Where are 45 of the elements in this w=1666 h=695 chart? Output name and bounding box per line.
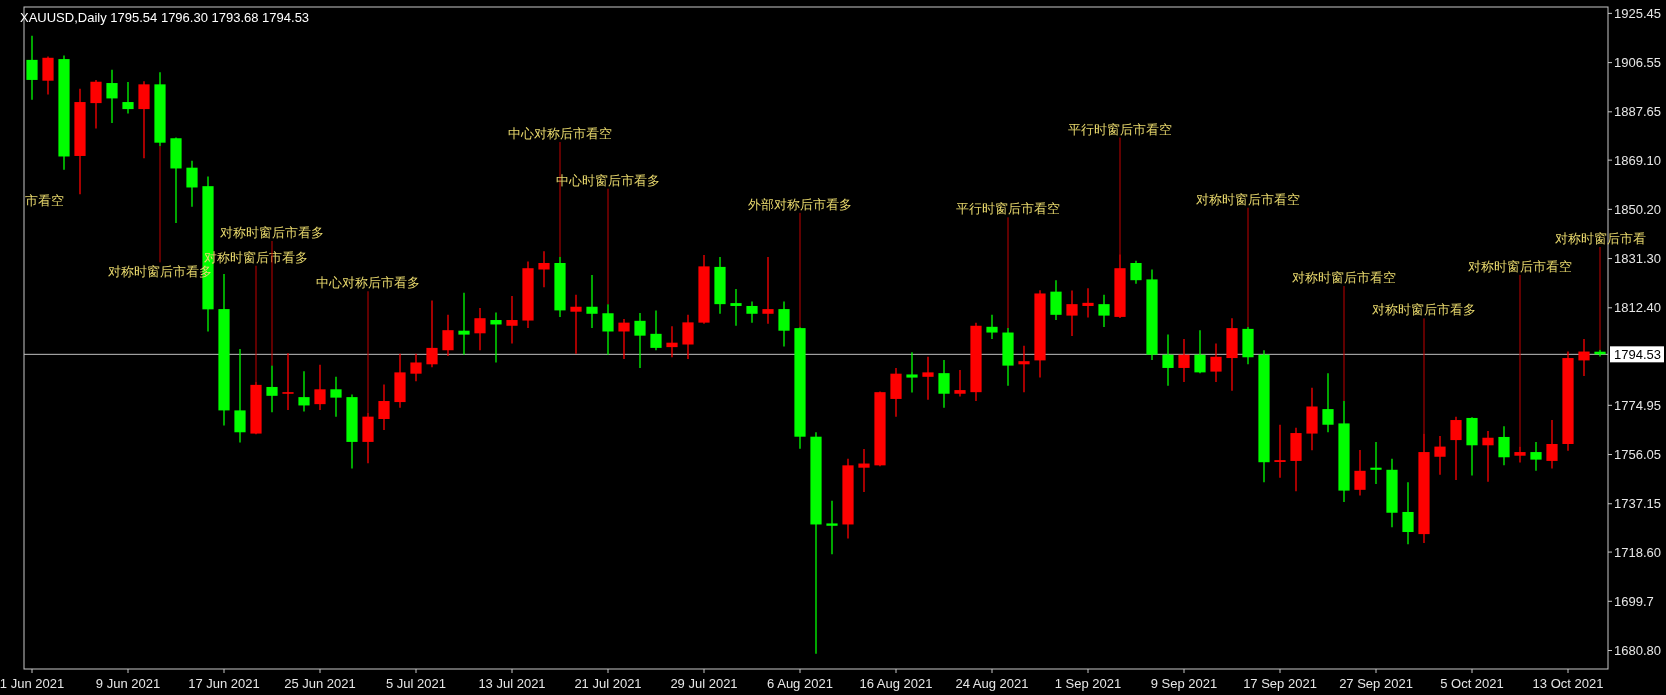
x-tick-label: 24 Aug 2021: [955, 676, 1029, 691]
annotation: 中心时窗后市看多: [556, 172, 660, 188]
x-tick-label: 27 Sep 2021: [1339, 676, 1413, 691]
y-tick-label: 1831.30: [1614, 251, 1661, 267]
chart-title: XAUUSD,Daily 1795.54 1796.30 1793.68 1794.53: [20, 10, 310, 25]
x-tick-label: 17 Sep 2021: [1243, 676, 1317, 691]
x-tick-label: 6 Aug 2021: [767, 676, 833, 691]
annotation: 对称时窗后市看空: [1196, 191, 1300, 207]
y-tick-label: 1699.7: [1614, 593, 1654, 609]
annotation: 市看空: [25, 193, 64, 208]
annotation: 对称时窗后市看: [1554, 231, 1646, 246]
annotation: 中心对称后市看空: [508, 126, 612, 142]
x-tick-label: 5 Jul 2021: [386, 676, 446, 691]
annotation: 平行时窗后市看空: [956, 201, 1060, 217]
annotation: 对称时窗后市看空: [1292, 270, 1396, 286]
y-tick-label: 1812.40: [1614, 300, 1661, 316]
x-tick-label: 21 Jul 2021: [574, 676, 642, 691]
annotation: 对称时窗后市看多: [220, 225, 324, 241]
x-tick-label: 5 Oct 2021: [1440, 676, 1504, 691]
x-tick-label: 1 Sep 2021: [1054, 676, 1122, 691]
annotation: 中心对称后市看多: [316, 275, 420, 291]
y-tick-label: 1887.65: [1614, 104, 1661, 120]
y-tick-label: 1869.10: [1614, 152, 1661, 168]
y-tick-label: 1737.15: [1614, 496, 1661, 512]
x-tick-label: 9 Sep 2021: [1150, 676, 1218, 691]
y-tick-label: 1850.20: [1614, 201, 1661, 217]
x-tick-label: 16 Aug 2021: [859, 676, 933, 691]
annotation: 外部对称后市看多: [748, 196, 852, 212]
x-tick-label: 25 Jun 2021: [284, 676, 356, 691]
y-tick-label: 1774.95: [1614, 397, 1661, 413]
y-tick-label: 1718.60: [1614, 544, 1661, 560]
y-tick-label: 1925.45: [1614, 5, 1661, 21]
x-tick-label: 17 Jun 2021: [188, 676, 260, 691]
x-tick-label: 13 Oct 2021: [1532, 676, 1604, 691]
x-tick-label: 9 Jun 2021: [95, 676, 161, 691]
ref-line-label: 1794.53: [1614, 346, 1661, 362]
x-tick-label: 13 Jul 2021: [478, 676, 546, 691]
y-tick-label: 1756.05: [1614, 447, 1661, 463]
x-tick-label: 29 Jul 2021: [670, 676, 738, 691]
annotation: 对称时窗后市看多: [1372, 302, 1476, 318]
annotation: 平行时窗后市看空: [1068, 121, 1172, 137]
x-tick-label: 1 Jun 2021: [0, 676, 65, 691]
y-tick-label: 1680.80: [1614, 643, 1661, 659]
annotation: 对称时窗后市看空: [1468, 258, 1572, 274]
y-tick-label: 1906.55: [1614, 55, 1661, 71]
